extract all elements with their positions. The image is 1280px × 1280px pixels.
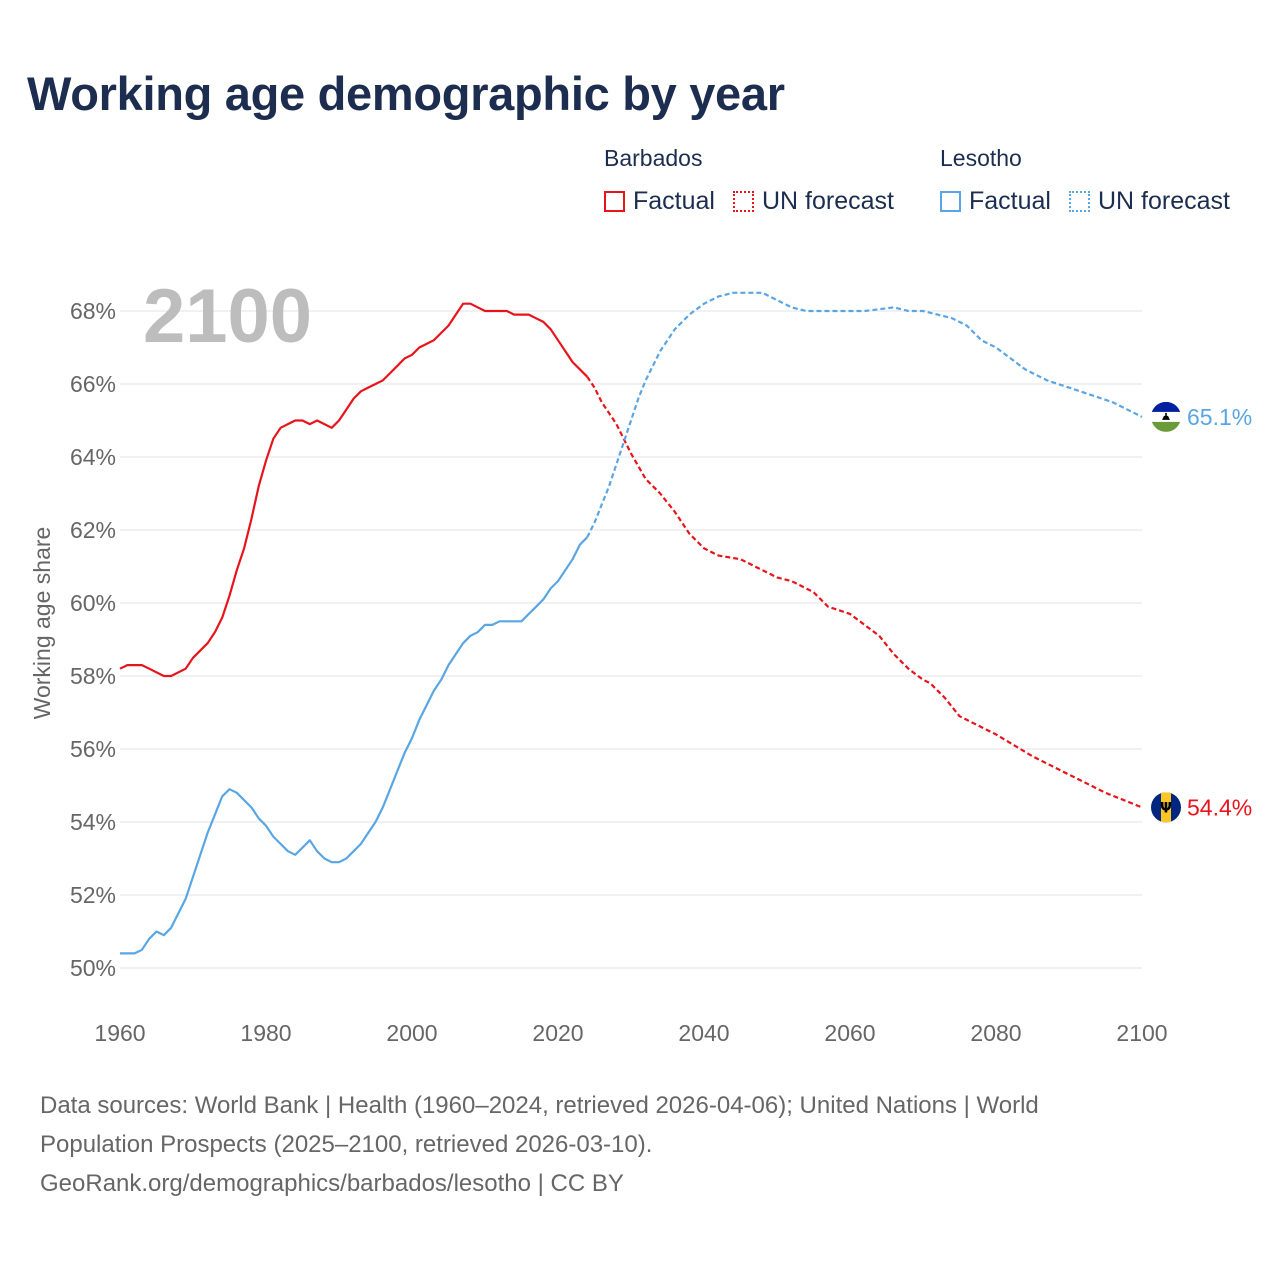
y-tick-label: 56% — [70, 736, 116, 762]
end-value-label-barbados: 54.4% — [1187, 794, 1252, 820]
y-tick-label: 50% — [70, 955, 116, 981]
legend-group-lesotho: Lesotho Factual UN forecast — [940, 145, 1248, 216]
chart-title: Working age demographic by year — [27, 67, 785, 120]
y-tick-label: 64% — [70, 444, 116, 470]
x-tick-label: 2000 — [386, 1020, 437, 1046]
y-tick-label: 54% — [70, 809, 116, 835]
legend-label: UN forecast — [1097, 187, 1230, 215]
x-tick-label: 2080 — [970, 1020, 1021, 1046]
series-line-lesotho-forecast — [586, 291, 1143, 538]
legend-item-barbados-factual[interactable]: Factual — [604, 187, 715, 216]
y-tick-label: 66% — [70, 371, 116, 397]
legend-group-name: Lesotho — [940, 145, 1022, 171]
footer-attribution[interactable]: GeoRank.org/demographics/barbados/lesoth… — [40, 1170, 624, 1197]
x-tick-label: 1980 — [240, 1020, 291, 1046]
legend-swatch-solid — [604, 191, 625, 212]
legend-label: UN forecast — [761, 187, 894, 215]
footer-source-line-1: Data sources: World Bank | Health (1960–… — [40, 1092, 1039, 1119]
y-tick-label: 62% — [70, 517, 116, 543]
series-line-barbados-factual — [119, 302, 588, 678]
x-tick-label: 2060 — [824, 1020, 875, 1046]
x-tick-label: 2020 — [532, 1020, 583, 1046]
svg-text:Ψ: Ψ — [1160, 800, 1172, 816]
year-display: 2100 — [143, 274, 312, 359]
y-tick-label: 68% — [70, 298, 116, 324]
x-tick-label: 2040 — [678, 1020, 729, 1046]
legend-swatch-dotted — [732, 191, 754, 212]
legend-swatch-solid — [940, 191, 961, 212]
legend-item-barbados-forecast[interactable]: UN forecast — [732, 187, 894, 216]
y-tick-label: 60% — [70, 590, 116, 616]
legend-item-lesotho-forecast[interactable]: UN forecast — [1068, 187, 1230, 216]
end-value-label-lesotho: 65.1% — [1187, 404, 1252, 430]
y-tick-label: 58% — [70, 663, 116, 689]
legend-swatch-dotted — [1068, 191, 1090, 212]
legend-group-barbados: Barbados Factual UN forecast — [604, 145, 912, 216]
legend-label: Factual — [969, 187, 1051, 215]
legend-label: Factual — [633, 187, 715, 215]
legend-item-lesotho-factual[interactable]: Factual — [940, 187, 1051, 216]
line-chart: 50% 52% 54% 56% 58% 60% 62% 64% 66% 68% 1960 1980 2… — [29, 274, 1252, 1046]
x-tick-label: 2100 — [1116, 1020, 1167, 1046]
x-tick-label: 1960 — [94, 1020, 145, 1046]
legend-group-name: Barbados — [604, 145, 703, 171]
y-tick-label: 52% — [70, 882, 116, 908]
series-line-barbados-forecast — [586, 376, 1143, 809]
footer: Data sources: World Bank | Health (1960–… — [40, 1086, 1220, 1203]
barbados-flag-icon: Ψ — [1151, 792, 1181, 823]
lesotho-flag-icon — [1151, 401, 1181, 432]
y-axis-label: Working age share — [29, 527, 55, 720]
footer-source-line-2: Population Prospects (2025–2100, retriev… — [40, 1131, 653, 1158]
series-line-lesotho-factual — [120, 536, 588, 955]
